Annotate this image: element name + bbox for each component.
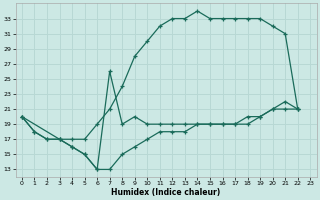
X-axis label: Humidex (Indice chaleur): Humidex (Indice chaleur)	[111, 188, 221, 197]
